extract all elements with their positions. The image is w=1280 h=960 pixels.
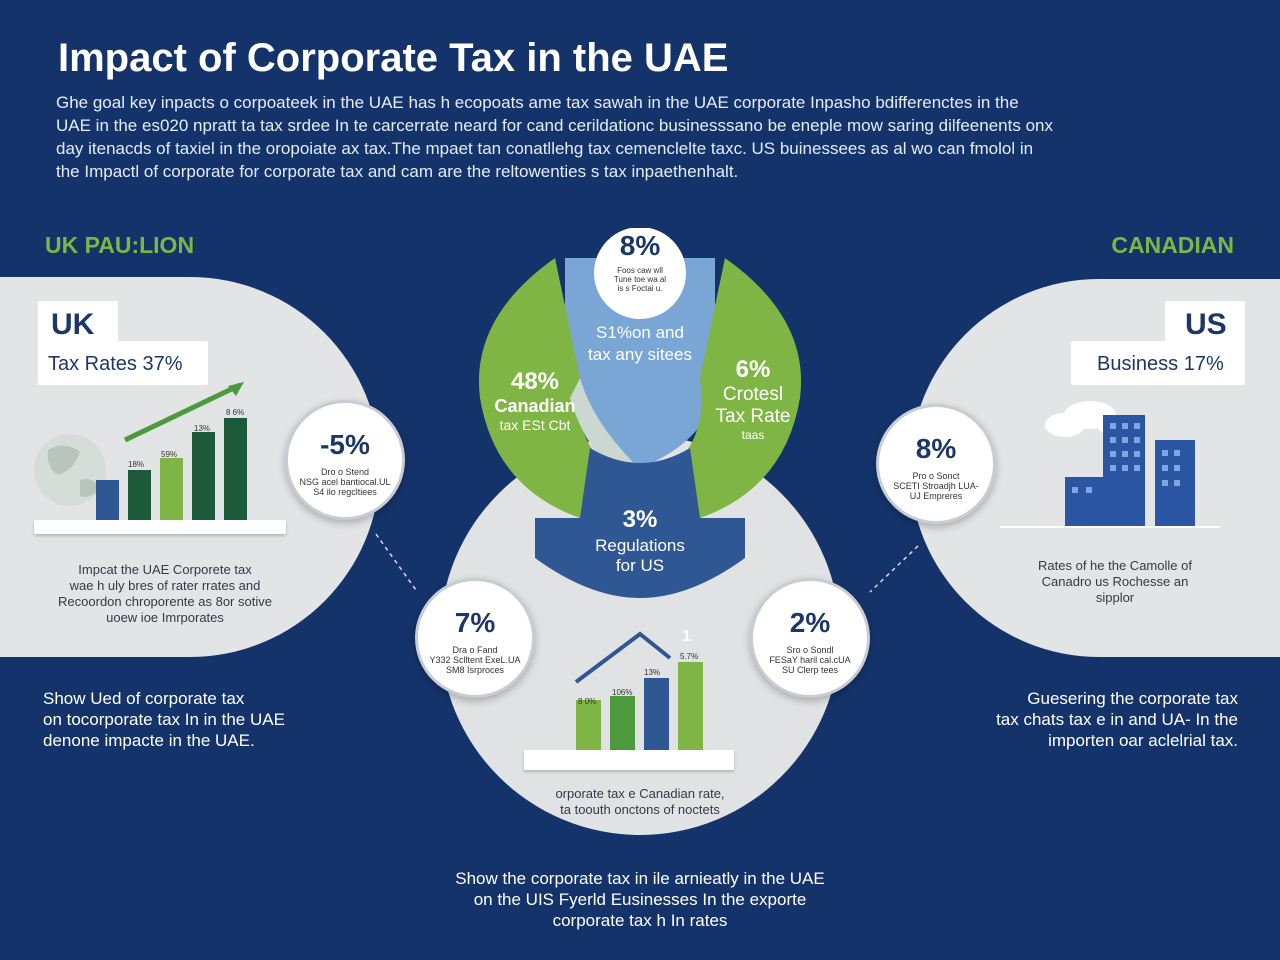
- center-left-stat: 7% Dra o Fand Y332 Sclltent ExeL.UA SM8 …: [415, 578, 535, 698]
- center-top-sub: S1%on and tax any sitees: [588, 323, 692, 364]
- right-lobe-value: 6%: [735, 356, 771, 383]
- us-tag-title: US: [1185, 308, 1227, 341]
- center-bottom-label: 3% Regulations for US: [570, 506, 710, 576]
- bar-label: 8 0%: [578, 697, 597, 706]
- left-region-label: UK PAU:LION: [45, 232, 195, 258]
- center-right-stat: 2% Sro o Sondl FESaY haril cal.cUA SU Cl…: [750, 578, 870, 698]
- trend-line-icon: [574, 631, 672, 684]
- left-lobe-label: 48% Canadian tax ESt Cbt: [480, 368, 590, 433]
- center-bar-chart: 1 8 0% 106% 13% 5.7%: [520, 620, 740, 775]
- chart-bar: [192, 432, 215, 520]
- us-rate-text: Business 17%: [1097, 353, 1224, 375]
- chart-bar: [610, 696, 635, 750]
- right-region-label: CANADIAN: [1111, 232, 1234, 258]
- uk-tag-title: UK: [51, 308, 95, 341]
- right-lobe-line1: Crotesl: [722, 384, 784, 405]
- center-bottom-line1: Regulations: [595, 536, 685, 555]
- chart-bar: [160, 458, 183, 520]
- chart-bar: [128, 470, 151, 520]
- bar-label: 5.7%: [680, 652, 699, 661]
- center-bottom-line2: for US: [615, 556, 665, 575]
- chart-platform: [34, 520, 286, 534]
- left-lobe-value: 48%: [510, 368, 560, 395]
- uk-rate-tag: Tax Rates 37%: [38, 341, 208, 385]
- bar-label: 106%: [612, 688, 633, 697]
- uk-rate-text: Tax Rates 37%: [48, 353, 183, 375]
- right-lobe-line2: Tax Rate: [715, 406, 791, 427]
- connector-right: [869, 545, 919, 593]
- bar-label: 59%: [161, 450, 178, 459]
- us-rate-tag: Business 17%: [1071, 341, 1245, 385]
- center-top-bubble: 8% Foos caw wll Tune toe wa al is s Foct…: [592, 226, 688, 293]
- bar-label: 13%: [644, 668, 661, 677]
- chart-bar: [96, 480, 119, 520]
- left-footer: Show Ued of corporate tax on tocorporate…: [43, 689, 285, 750]
- intro-line: UAE in the es020 npratt ta tax srdee In …: [56, 116, 1053, 135]
- chart-bar: [644, 678, 669, 750]
- chart-platform: [524, 750, 734, 770]
- bar-label: 18%: [128, 460, 145, 469]
- center-top-note: Foos caw wll Tune toe wa al is s Foctai …: [613, 266, 667, 293]
- center-right-stat-note: Sro o Sondl FESaY haril cal.cUA SU Clerp…: [769, 645, 851, 675]
- left-lobe-line2: tax ESt Cbt: [499, 417, 571, 433]
- chart-bar: [678, 662, 703, 750]
- chart-bar: [224, 418, 247, 520]
- us-tag: US: [1165, 301, 1245, 347]
- bottom-footer: Show the corporate tax in ile arnieatly …: [455, 869, 825, 930]
- us-description: Rates of he the Camolle of Canadro us Ro…: [1038, 558, 1192, 605]
- uk-bar-chart: 18% 59% 13% 8 6%: [30, 380, 290, 540]
- page-title: Impact of Corporate Tax in the UAE: [58, 36, 729, 80]
- right-footer: Guesering the corporate tax tax chats ta…: [996, 689, 1238, 750]
- intro-line: day itenacds of taxiel in the oropoiate …: [56, 139, 1034, 158]
- center-right-stat-value: 2%: [789, 607, 831, 638]
- us-stat-value: 8%: [915, 433, 957, 464]
- center-left-stat-note: Dra o Fand Y332 Sclltent ExeL.UA SM8 Isr…: [429, 645, 521, 675]
- uk-tag: UK: [38, 301, 118, 347]
- city-buildings-icon: [1000, 401, 1220, 528]
- intro-text: Ghe goal key inpacts o corpoateek in the…: [56, 91, 1226, 183]
- center-venn-diagram: [478, 228, 802, 598]
- center-bottom-value: 3%: [622, 506, 658, 533]
- connector-left: [375, 533, 417, 591]
- bar-label: 8 6%: [226, 408, 245, 417]
- globe-icon: [34, 382, 244, 506]
- left-lobe-line1: Canadian: [494, 396, 576, 416]
- center-top-value: 8%: [619, 230, 661, 261]
- chart-bar: [576, 700, 601, 750]
- uk-stat-value: -5%: [320, 429, 370, 460]
- intro-line: Ghe goal key inpacts o corpoateek in the…: [56, 93, 1019, 112]
- uk-stat-note: Dro o Stend NSG acel bantiocal.UL S4 ilo…: [299, 467, 391, 497]
- bar-marker: 1: [682, 628, 691, 645]
- uk-stat-circle: -5% Dro o Stend NSG acel bantiocal.UL S4…: [285, 400, 405, 520]
- us-stat-circle: 8% Pro o Sonct SCETI Stroadjh LUA- UJ Em…: [876, 404, 996, 524]
- us-stat-note: Pro o Sonct SCETI Stroadjh LUA- UJ Empre…: [893, 471, 979, 501]
- right-lobe-label: 6% Crotesl Tax Rate taas: [698, 356, 808, 442]
- intro-line: the Impactl of corporate for corporate t…: [56, 162, 739, 181]
- uk-description: Impcat the UAE Corporete tax wae h uly b…: [58, 562, 272, 625]
- center-caption: orporate tax e Canadian rate, ta toouth …: [555, 786, 725, 817]
- right-lobe-line3: taas: [741, 428, 765, 442]
- center-left-stat-value: 7%: [454, 607, 496, 638]
- bar-label: 13%: [194, 424, 211, 433]
